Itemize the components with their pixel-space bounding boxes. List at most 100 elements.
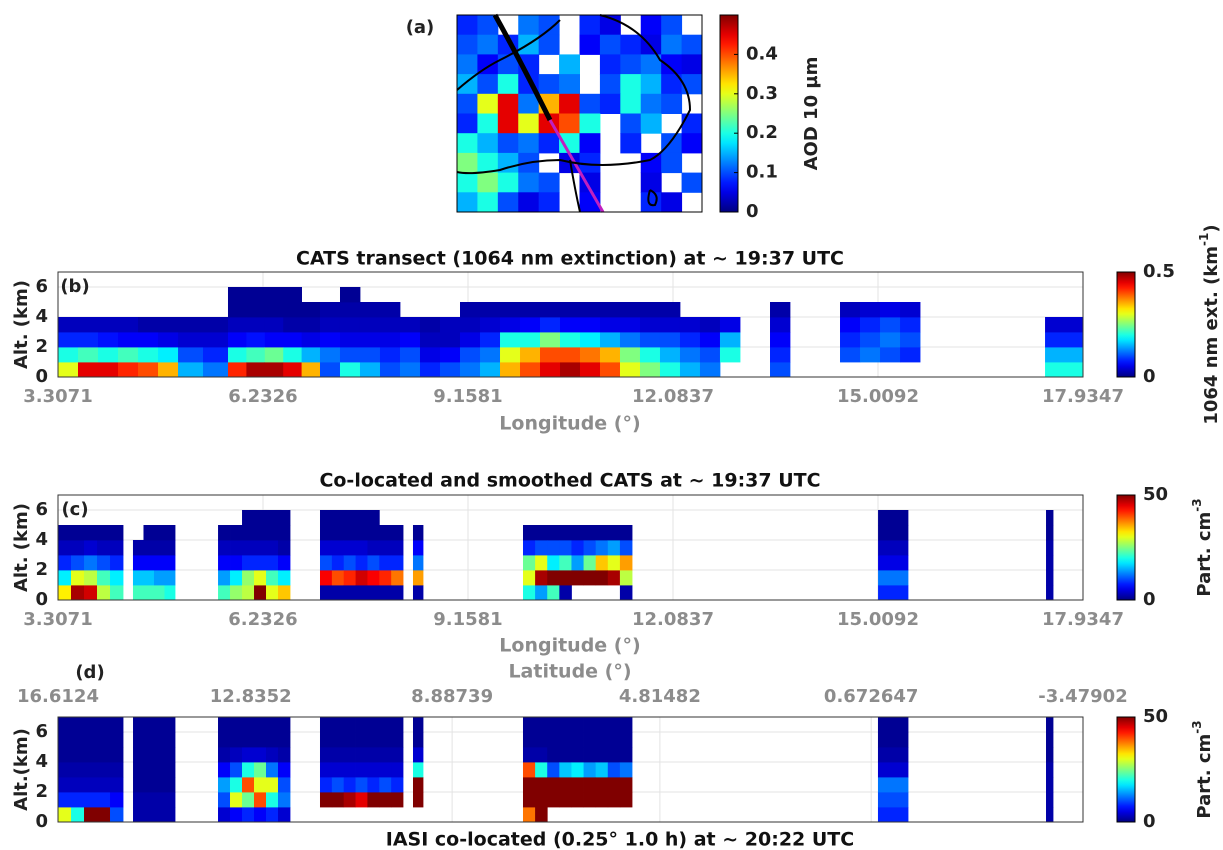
heat-cell — [319, 525, 333, 541]
heat-cell — [161, 792, 176, 808]
heat-cell — [559, 525, 572, 541]
heat-cell — [460, 362, 481, 378]
heat-cell — [355, 717, 368, 733]
heat-cell — [367, 762, 380, 778]
heat-cell — [1046, 540, 1054, 556]
heat-cell — [153, 570, 165, 586]
heat-cell — [535, 807, 548, 823]
heat-cell — [70, 570, 85, 586]
x-tick-label: 3.3071 — [23, 609, 92, 630]
heat-cell — [230, 585, 243, 601]
heat-cell — [147, 762, 162, 778]
heat-cell — [571, 540, 584, 556]
aod-cell — [620, 74, 642, 95]
heat-cell — [880, 317, 901, 333]
colorbar — [1116, 494, 1136, 601]
heat-cell — [607, 777, 621, 793]
heat-cell — [283, 332, 302, 348]
heat-cell — [619, 732, 633, 748]
heat-cell — [110, 717, 124, 733]
heat-cell — [367, 792, 380, 808]
colorbar-tick-label: 0 — [1143, 811, 1156, 832]
heat-cell — [118, 362, 139, 378]
heat-cell — [133, 792, 148, 808]
heat-cell — [583, 570, 597, 586]
heat-cell — [419, 332, 441, 348]
heat-cell — [278, 555, 291, 571]
heat-cell — [679, 347, 701, 363]
heat-cell — [522, 777, 536, 793]
heat-cell — [391, 747, 404, 763]
map-frame — [456, 14, 703, 213]
heat-cell — [560, 362, 581, 378]
heat-cell — [319, 317, 341, 333]
aod-cell — [681, 54, 703, 75]
heat-cell — [339, 332, 361, 348]
heat-cell — [877, 762, 909, 778]
x-tick-label: 6.2326 — [228, 386, 297, 407]
aod-cell — [661, 54, 683, 75]
heat-cell — [97, 807, 111, 823]
heat-cell — [619, 555, 633, 571]
heat-cell — [161, 762, 176, 778]
heat-cell — [319, 747, 333, 763]
y-tick-label: 4 — [35, 529, 48, 550]
heat-cell — [522, 555, 536, 571]
heat-cell — [559, 585, 572, 601]
heat-cell — [319, 792, 333, 808]
heat-cell — [480, 317, 501, 333]
heat-cell — [535, 792, 548, 808]
heat-cell — [419, 362, 441, 378]
heat-cell — [254, 747, 267, 763]
heat-cell — [57, 525, 72, 541]
colorbar-tick-label: 0.5 — [1143, 261, 1175, 282]
x-tick-label: 12.0837 — [632, 609, 714, 630]
heat-cell — [522, 747, 536, 763]
heat-cell — [560, 302, 581, 318]
heat-cell — [840, 317, 861, 333]
colorbar-label: Part. cm-3 — [1190, 498, 1216, 596]
heat-cell — [619, 362, 641, 378]
aod-cell — [538, 133, 560, 154]
heat-cell — [331, 762, 345, 778]
heat-cell — [659, 332, 681, 348]
heat-cell — [878, 555, 909, 571]
heat-cell — [242, 762, 255, 778]
aod-cell — [640, 113, 662, 134]
heat-cell — [359, 362, 381, 378]
colorbar-tick-label: 0.2 — [746, 122, 778, 143]
heat-cell — [264, 332, 284, 348]
heat-cell — [877, 732, 909, 748]
heat-cell — [254, 585, 267, 601]
heat-cell — [218, 717, 231, 733]
aod-cell — [640, 172, 662, 193]
heat-cell — [343, 585, 356, 601]
heat-cell — [254, 510, 267, 526]
heat-cell — [331, 510, 345, 526]
heat-cell — [254, 570, 267, 586]
heat-cell — [379, 732, 392, 748]
heat-cell — [460, 317, 481, 333]
heat-cell — [607, 540, 621, 556]
heat-cell — [540, 362, 561, 378]
aod-cell — [620, 133, 642, 154]
panel-label: (c) — [61, 499, 88, 520]
panel-label: (b) — [60, 276, 89, 297]
y-tick-label: 4 — [35, 306, 48, 327]
heat-cell — [500, 302, 521, 318]
colorbar — [1116, 271, 1136, 378]
heat-cell — [355, 570, 368, 586]
aod-cell — [620, 93, 642, 114]
heat-cell — [277, 747, 291, 763]
heat-cell — [265, 777, 279, 793]
heat-cell — [218, 585, 231, 601]
heat-cell — [540, 302, 561, 318]
heat-cell — [254, 717, 267, 733]
heat-cell — [143, 525, 155, 541]
heat-cell — [147, 807, 162, 823]
x-tick-label: 3.3071 — [23, 386, 92, 407]
heat-cell — [319, 332, 341, 348]
heat-cell — [277, 792, 291, 808]
heat-cell — [77, 362, 99, 378]
heat-cell — [877, 807, 909, 823]
